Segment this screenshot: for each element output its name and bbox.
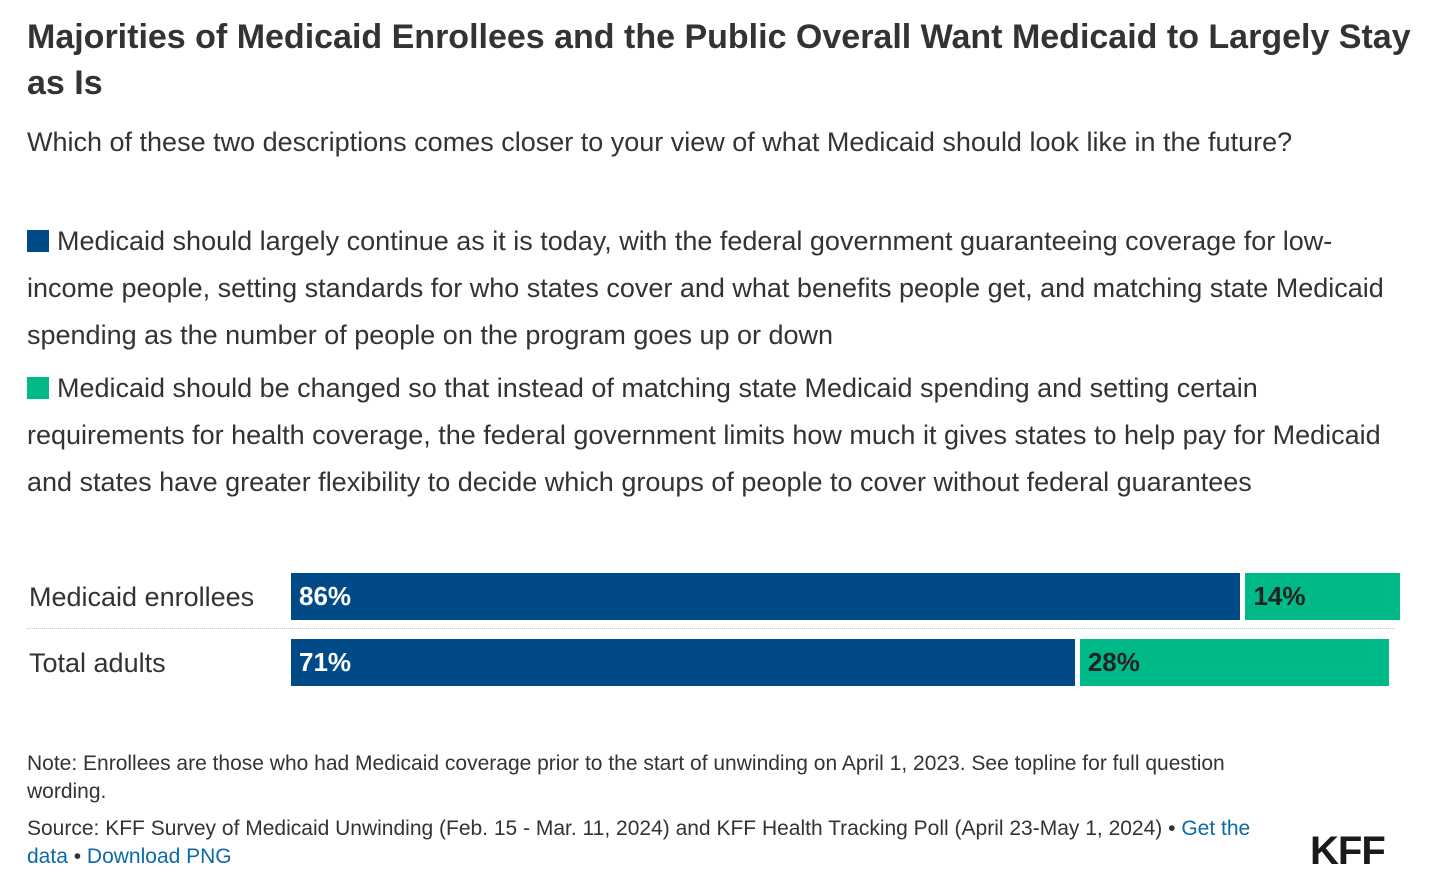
chart-note: Note: Enrollees are those who had Medica… (27, 752, 1225, 803)
chart-subtitle: Which of these two descriptions comes cl… (27, 127, 1293, 157)
bar-continue-enrollees: 86% (291, 573, 1241, 620)
download-png-link[interactable]: Download PNG (86, 845, 232, 868)
data-label: 14% (1253, 581, 1306, 611)
data-label: 71% (299, 647, 352, 677)
legend-item-changed: Medicaid should be changed so that inste… (27, 365, 1417, 506)
legend-item-continue: Medicaid should largely continue as it i… (27, 218, 1417, 359)
row-divider (27, 628, 1395, 629)
get-data-link[interactable]: Get the data (27, 817, 1251, 868)
legend-label-changed: Medicaid should be changed so that inste… (27, 373, 1381, 497)
category-label-total-adults: Total adults (29, 648, 166, 678)
source-text: Source: KFF Survey of Medicaid Unwinding… (27, 817, 1182, 840)
data-label: 28% (1087, 647, 1140, 677)
chart-title: Majorities of Medicaid Enrollees and the… (27, 18, 1411, 102)
chart-source: Source: KFF Survey of Medicaid Unwinding… (27, 815, 1287, 871)
category-label-enrollees: Medicaid enrollees (29, 582, 255, 612)
bar-continue-total-adults: 71% (291, 639, 1075, 686)
kff-logo: KFF (1310, 829, 1386, 873)
legend-swatch-continue (27, 230, 49, 252)
bar-changed-total-adults: 28% (1079, 639, 1389, 686)
legend-swatch-changed (27, 377, 49, 399)
source-separator: • (67, 845, 87, 868)
bar-changed-enrollees: 14% (1245, 573, 1400, 620)
legend-label-continue: Medicaid should largely continue as it i… (27, 226, 1384, 350)
data-label: 86% (299, 581, 352, 611)
